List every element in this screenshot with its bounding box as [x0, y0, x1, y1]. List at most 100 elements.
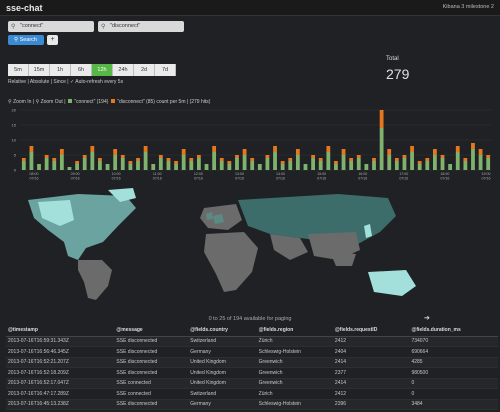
- bar-connect[interactable]: [158, 158, 163, 170]
- bar-connect[interactable]: [440, 158, 445, 170]
- bar-disconnect[interactable]: [227, 161, 232, 164]
- bar-disconnect[interactable]: [463, 158, 468, 161]
- zoom-in-link[interactable]: Zoom In: [13, 99, 32, 105]
- bar-connect[interactable]: [82, 158, 87, 170]
- bar-disconnect[interactable]: [158, 155, 163, 158]
- bar-connect[interactable]: [471, 149, 475, 170]
- histogram-chart[interactable]: 2015105008:0007/1609:0007/1610:0007/1611…: [8, 108, 494, 184]
- bar-connect[interactable]: [341, 155, 346, 170]
- column-header[interactable]: @fields.duration_ms: [409, 325, 498, 337]
- query-input-disconnect[interactable]: ⚲ "disconnect": [98, 21, 184, 32]
- bar-disconnect[interactable]: [425, 158, 430, 161]
- bar-connect[interactable]: [242, 155, 247, 170]
- bar-connect[interactable]: [21, 161, 26, 170]
- bar-connect[interactable]: [486, 158, 491, 170]
- bar-disconnect[interactable]: [273, 146, 277, 152]
- bar-disconnect[interactable]: [356, 155, 361, 158]
- bar-disconnect[interactable]: [75, 161, 79, 164]
- bar-disconnect[interactable]: [334, 161, 338, 164]
- time-range-5m[interactable]: 5m: [8, 64, 29, 76]
- bar-connect[interactable]: [273, 152, 277, 170]
- bar-connect[interactable]: [189, 161, 194, 170]
- column-header[interactable]: @message: [114, 325, 189, 337]
- bar-connect[interactable]: [75, 164, 79, 170]
- bar-disconnect[interactable]: [455, 146, 460, 152]
- bar-disconnect[interactable]: [143, 146, 148, 152]
- bar-disconnect[interactable]: [410, 146, 414, 152]
- zoom-out-link[interactable]: Zoom Out: [40, 99, 63, 105]
- bar-connect[interactable]: [364, 164, 369, 170]
- bar-disconnect[interactable]: [478, 149, 483, 155]
- bar-disconnect[interactable]: [318, 158, 323, 161]
- column-header[interactable]: @fields.country: [188, 325, 257, 337]
- bar-disconnect[interactable]: [433, 149, 437, 155]
- bar-disconnect[interactable]: [288, 158, 293, 161]
- bar-connect[interactable]: [257, 164, 262, 170]
- bar-connect[interactable]: [212, 152, 217, 170]
- table-row[interactable]: 2013-07-16T16:52:17.047Z SSE connected Uni…: [6, 378, 498, 389]
- bar-disconnect[interactable]: [341, 149, 346, 155]
- bar-connect[interactable]: [425, 161, 430, 170]
- bar-connect[interactable]: [280, 164, 285, 170]
- bar-disconnect[interactable]: [189, 158, 194, 161]
- bar-connect[interactable]: [52, 161, 57, 170]
- column-header[interactable]: @fields.requestID: [332, 325, 410, 337]
- bar-connect[interactable]: [455, 152, 460, 170]
- time-range-2d[interactable]: 2d: [134, 64, 155, 76]
- bar-connect[interactable]: [90, 152, 95, 170]
- bar-connect[interactable]: [318, 161, 323, 170]
- bar-disconnect[interactable]: [113, 149, 118, 155]
- bar-connect[interactable]: [151, 164, 156, 170]
- bar-connect[interactable]: [67, 167, 72, 170]
- table-row[interactable]: 2013-07-16T16:59:31.343Z SSE disconnected…: [6, 336, 498, 347]
- bar-disconnect[interactable]: [82, 155, 87, 158]
- table-row[interactable]: 2013-07-16T16:52:21.207Z SSE disconnected…: [6, 357, 498, 368]
- bar-connect[interactable]: [174, 164, 178, 170]
- bar-connect[interactable]: [166, 161, 171, 170]
- column-header[interactable]: @fields.region: [256, 325, 333, 337]
- bar-connect[interactable]: [120, 158, 125, 170]
- bar-connect[interactable]: [387, 155, 392, 170]
- bar-connect[interactable]: [113, 155, 118, 170]
- bar-disconnect[interactable]: [52, 158, 57, 161]
- bar-connect[interactable]: [128, 164, 133, 170]
- bar-disconnect[interactable]: [379, 110, 384, 128]
- bar-disconnect[interactable]: [417, 161, 422, 164]
- bar-disconnect[interactable]: [174, 161, 178, 164]
- bar-connect[interactable]: [250, 161, 255, 170]
- bar-connect[interactable]: [204, 164, 209, 170]
- table-row[interactable]: 2013-07-16T16:47:17.289Z SSE connected Swi…: [6, 388, 498, 400]
- table-row[interactable]: 2013-07-16T16:52:18.209Z SSE disconnected…: [6, 367, 498, 379]
- bar-connect[interactable]: [227, 164, 232, 170]
- dashboard-title[interactable]: sse-chat: [6, 3, 43, 13]
- bar-disconnect[interactable]: [280, 161, 285, 164]
- bar-connect[interactable]: [417, 164, 422, 170]
- bar-disconnect[interactable]: [295, 149, 300, 155]
- bar-connect[interactable]: [37, 164, 41, 170]
- bar-disconnect[interactable]: [326, 146, 331, 152]
- bar-connect[interactable]: [463, 161, 468, 170]
- bar-connect[interactable]: [394, 161, 399, 170]
- bar-disconnect[interactable]: [486, 155, 491, 158]
- bar-connect[interactable]: [235, 158, 239, 170]
- bar-disconnect[interactable]: [21, 158, 26, 161]
- bar-connect[interactable]: [349, 161, 354, 170]
- bar-disconnect[interactable]: [242, 149, 247, 155]
- bar-disconnect[interactable]: [387, 149, 392, 155]
- bar-disconnect[interactable]: [250, 158, 255, 161]
- bar-disconnect[interactable]: [29, 146, 34, 152]
- time-range-6h[interactable]: 6h: [71, 64, 92, 76]
- time-range-12h[interactable]: 12h: [92, 64, 113, 76]
- time-options[interactable]: Relative | Absolute | Since | ✓ Auto-ref…: [8, 79, 124, 85]
- bar-connect[interactable]: [326, 152, 331, 170]
- bar-connect[interactable]: [44, 158, 49, 170]
- bar-connect[interactable]: [98, 161, 102, 170]
- bar-connect[interactable]: [372, 161, 376, 170]
- bar-connect[interactable]: [265, 158, 270, 170]
- bar-disconnect[interactable]: [394, 158, 399, 161]
- table-row[interactable]: 2013-07-16T16:45:13.238Z SSE disconnected…: [6, 399, 498, 410]
- time-range-15m[interactable]: 15m: [29, 64, 50, 76]
- bar-connect[interactable]: [105, 164, 110, 170]
- bar-connect[interactable]: [433, 155, 437, 170]
- column-header[interactable]: @timestamp: [6, 325, 115, 337]
